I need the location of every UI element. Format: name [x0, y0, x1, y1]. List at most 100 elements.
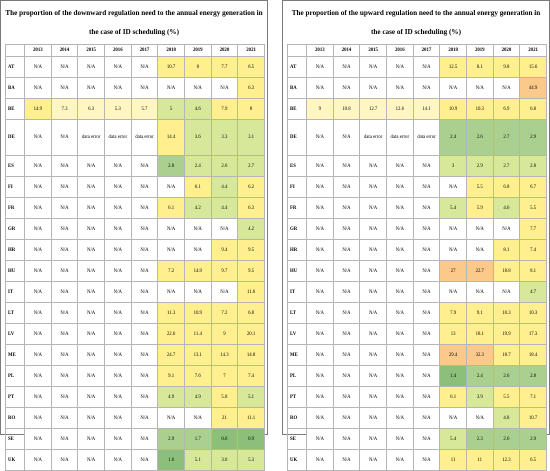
value-cell: data error [412, 119, 441, 156]
value-cell: N/A [306, 365, 334, 387]
value-cell: N/A [183, 407, 212, 429]
table-row: PL N/A N/A N/A N/A N/A 9.1 7.6 7 7.4 [5, 365, 265, 387]
value-cell: 7 [210, 365, 239, 387]
value-cell: 20.1 [237, 323, 265, 345]
value-cell: N/A [412, 428, 441, 450]
value-cell: N/A [332, 155, 361, 177]
value-cell: 13 [439, 323, 467, 345]
value-cell: 27 [439, 260, 467, 282]
value-cell: 18.4 [519, 344, 547, 366]
value-cell: N/A [412, 365, 441, 387]
table-row: DE N/A N/A data error data error data error 14… [5, 119, 265, 156]
value-cell: N/A [24, 218, 52, 240]
value-cell: N/A [412, 176, 441, 198]
year-header: 2021 [519, 44, 547, 57]
value-cell: N/A [332, 302, 361, 324]
table-row: AT N/A N/A N/A N/A N/A 12.5 8.1 9.8 15.6 [287, 56, 547, 78]
value-cell: data error [359, 119, 387, 156]
value-cell: N/A [50, 197, 79, 219]
value-cell: 9 [306, 98, 334, 120]
value-cell: data error [130, 119, 159, 156]
value-cell: N/A [77, 302, 105, 324]
value-cell: N/A [332, 344, 361, 366]
header-row: 2013 2014 2015 2016 2017 2018 2019 2020 2021 [5, 44, 265, 57]
value-cell: 14.4 [157, 119, 185, 156]
value-cell: N/A [50, 119, 79, 156]
year-header: 2016 [385, 44, 414, 57]
country-code: DE [287, 119, 307, 156]
value-cell: N/A [157, 77, 185, 99]
value-cell: 7.1 [519, 386, 547, 408]
value-cell: N/A [359, 365, 387, 387]
upward-regulation-panel: The proportion of the upward regulation … [282, 0, 550, 471]
value-cell: 7.4 [237, 365, 265, 387]
value-cell: N/A [50, 260, 79, 282]
value-cell: N/A [385, 260, 414, 282]
value-cell: 7.9 [439, 302, 467, 324]
value-cell: N/A [183, 218, 212, 240]
value-cell: 2.6 [492, 365, 521, 387]
value-cell: 6.1 [439, 386, 467, 408]
value-cell: N/A [77, 197, 105, 219]
value-cell: 5.8 [210, 386, 239, 408]
value-cell: 8 [183, 56, 212, 78]
value-cell: 11.4 [183, 323, 212, 345]
year-header: 2013 [306, 44, 334, 57]
table-row: UK N/A N/A N/A N/A N/A 1.6 5.1 3.6 5.3 [5, 449, 265, 471]
value-cell: N/A [130, 56, 159, 78]
value-cell: 3.1 [237, 119, 265, 156]
value-cell: N/A [465, 77, 494, 99]
table-row: ME N/A N/A N/A N/A N/A 24.7 13.1 14.3 14.8 [5, 344, 265, 366]
value-cell: 22.7 [465, 260, 494, 282]
value-cell: N/A [332, 119, 361, 156]
value-cell: 7.2 [157, 260, 185, 282]
value-cell: 7.6 [183, 365, 212, 387]
year-header: 2020 [492, 44, 521, 57]
value-cell: N/A [359, 56, 387, 78]
year-header: 2018 [157, 44, 185, 57]
value-cell: N/A [130, 155, 159, 177]
country-code: BA [287, 77, 307, 99]
value-cell: N/A [306, 428, 334, 450]
value-cell: 6.3 [77, 98, 105, 120]
year-header: 2019 [465, 44, 494, 57]
value-cell: N/A [306, 407, 334, 429]
country-code: IT [5, 281, 25, 303]
value-cell: 4.7 [519, 281, 547, 303]
year-header: 2015 [359, 44, 387, 57]
country-code: GR [287, 218, 307, 240]
value-cell: 10.8 [332, 98, 361, 120]
year-header: 2013 [24, 44, 52, 57]
value-cell: N/A [103, 260, 132, 282]
value-cell: N/A [24, 323, 52, 345]
value-cell: 21 [210, 407, 239, 429]
country-code: LV [287, 323, 307, 345]
value-cell: N/A [103, 239, 132, 261]
value-cell: N/A [24, 119, 52, 156]
value-cell: N/A [24, 428, 52, 450]
value-cell: N/A [439, 281, 467, 303]
value-cell: N/A [412, 218, 441, 240]
value-cell: N/A [359, 407, 387, 429]
value-cell: N/A [385, 239, 414, 261]
value-cell: 9.5 [237, 260, 265, 282]
value-cell: N/A [385, 302, 414, 324]
value-cell: N/A [306, 119, 334, 156]
value-cell: N/A [103, 176, 132, 198]
year-header: 2020 [210, 44, 239, 57]
country-code: RO [287, 407, 307, 429]
value-cell: N/A [359, 302, 387, 324]
value-cell: 10.3 [492, 302, 521, 324]
value-cell: N/A [183, 239, 212, 261]
value-cell: N/A [465, 407, 494, 429]
table-row: SE N/A N/A N/A N/A N/A 5.4 2.3 2.6 2.9 [287, 428, 547, 450]
value-cell: N/A [130, 365, 159, 387]
value-cell: 9.1 [465, 302, 494, 324]
value-cell: N/A [359, 260, 387, 282]
value-cell: N/A [385, 197, 414, 219]
table-row: FR N/A N/A N/A N/A N/A 6.1 4.2 4.4 6.3 [5, 197, 265, 219]
value-cell: 2.9 [519, 119, 547, 156]
value-cell: N/A [412, 407, 441, 429]
value-cell: N/A [306, 176, 334, 198]
value-cell: N/A [157, 239, 185, 261]
